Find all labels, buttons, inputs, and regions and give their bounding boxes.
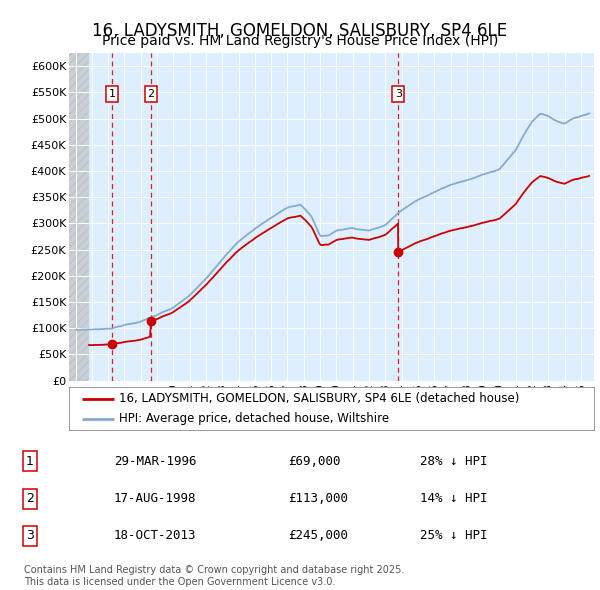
Text: 16, LADYSMITH, GOMELDON, SALISBURY, SP4 6LE: 16, LADYSMITH, GOMELDON, SALISBURY, SP4 … [92, 22, 508, 40]
Text: £245,000: £245,000 [288, 529, 348, 542]
Text: £69,000: £69,000 [288, 455, 341, 468]
Text: Contains HM Land Registry data © Crown copyright and database right 2025.
This d: Contains HM Land Registry data © Crown c… [24, 565, 404, 587]
Text: HPI: Average price, detached house, Wiltshire: HPI: Average price, detached house, Wilt… [119, 412, 389, 425]
Text: 18-OCT-2013: 18-OCT-2013 [114, 529, 197, 542]
Bar [69, 53, 89, 381]
Text: 29-MAR-1996: 29-MAR-1996 [114, 455, 197, 468]
Text: £113,000: £113,000 [288, 492, 348, 505]
Text: 3: 3 [395, 89, 402, 99]
Text: 17-AUG-1998: 17-AUG-1998 [114, 492, 197, 505]
Text: 28% ↓ HPI: 28% ↓ HPI [420, 455, 487, 468]
Text: Price paid vs. HM Land Registry's House Price Index (HPI): Price paid vs. HM Land Registry's House … [102, 34, 498, 48]
Text: 2: 2 [148, 89, 155, 99]
Text: 1: 1 [26, 455, 34, 468]
Text: 16, LADYSMITH, GOMELDON, SALISBURY, SP4 6LE (detached house): 16, LADYSMITH, GOMELDON, SALISBURY, SP4 … [119, 392, 519, 405]
Text: 14% ↓ HPI: 14% ↓ HPI [420, 492, 487, 505]
Text: 2: 2 [26, 492, 34, 505]
Text: 25% ↓ HPI: 25% ↓ HPI [420, 529, 487, 542]
Text: 1: 1 [109, 89, 116, 99]
Text: 3: 3 [26, 529, 34, 542]
